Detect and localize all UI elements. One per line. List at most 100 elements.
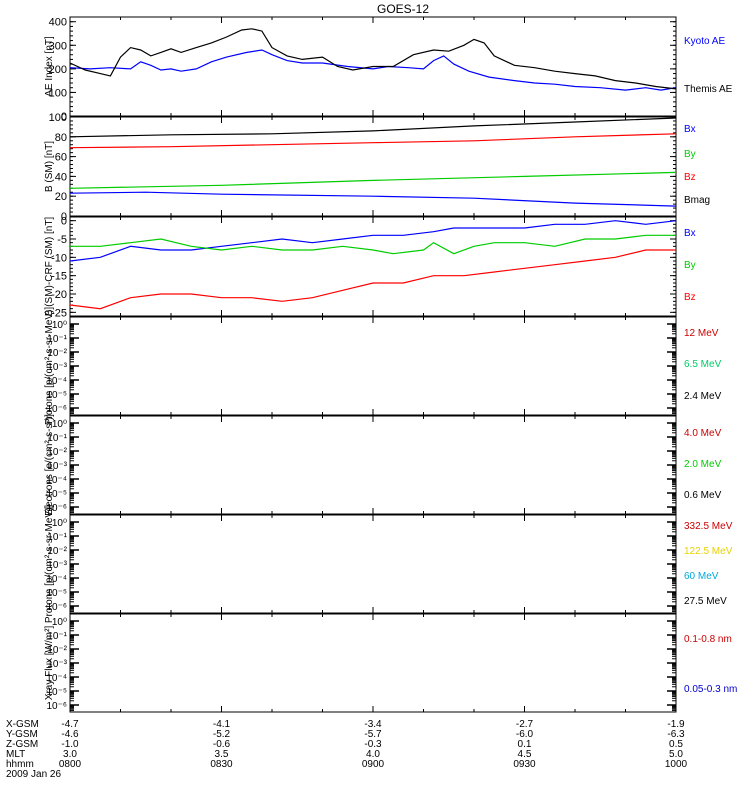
legend-label: 27.5 MeV [684, 596, 727, 607]
y-tick-label: 0 [61, 216, 67, 228]
y-tick-label: -25 [51, 307, 67, 319]
y-tick-label: 200 [49, 64, 67, 76]
chart-title: GOES-12 [377, 2, 429, 16]
x-tick-value: 3.5 [215, 749, 229, 760]
y-tick-label: 10⁻⁵ [46, 489, 67, 500]
legend-label: 6.5 MeV [684, 359, 722, 370]
legend-label: Bz [684, 292, 696, 303]
panel-bsm: 0 20 40 60 80 100 B (SM) [nT] Bx By Bz Bmag [44, 112, 710, 223]
x-tick-value: -1.0 [61, 739, 79, 750]
series-line-bx [69, 220, 677, 262]
y-tick-label: 10⁻² [47, 645, 67, 656]
x-tick-value: -3.4 [364, 719, 382, 730]
y-tick-label: 10⁻³ [47, 362, 67, 373]
y-tick-label: 20 [55, 191, 67, 203]
x-tick-value: 4.5 [518, 749, 532, 760]
y-tick-label: 10⁰ [52, 518, 67, 529]
panel-bsm-crf: 0 -5 -10 -15 -20 -25B (SM)-CRF (SM) [nT] Bx By B… [44, 216, 696, 320]
date-label: 2009 Jan 26 [6, 769, 61, 780]
x-tick-value: -2.7 [516, 719, 534, 730]
x-tick-value: 4.0 [366, 749, 380, 760]
legend-label: 0.05-0.3 nm [684, 684, 737, 695]
y-tick-label: 10⁻² [47, 447, 67, 458]
series-line-bz [69, 249, 676, 310]
y-axis-label: AE Index [nT] [44, 36, 55, 97]
y-tick-label: 10⁻⁵ [46, 588, 67, 599]
y-axis-label: B (SM) [nT] [44, 141, 55, 192]
y-tick-label: 10⁻² [47, 348, 67, 359]
legend-label: Bz [684, 172, 696, 183]
x-tick-value: 0.5 [669, 739, 683, 750]
x-tick-value: -6.3 [667, 729, 685, 740]
legend-label: By [684, 149, 696, 160]
y-tick-label: 10⁰ [52, 419, 67, 430]
y-tick-label: 400 [49, 17, 67, 29]
panel-frame [69, 514, 677, 614]
y-axis-label: Protons [p/(cm²-s-sr-MeV)] [44, 307, 55, 426]
series-line-bx [69, 191, 677, 207]
y-axis-label: Protons [p/(cm²-s-sr-MeV)] [44, 505, 55, 624]
y-tick-label: 10⁻¹ [47, 433, 67, 444]
x-tick-value: 0900 [362, 759, 385, 770]
y-tick-label: 10⁻¹ [47, 334, 67, 345]
x-tick-value: 0830 [210, 759, 233, 770]
x-tick-value: -4.1 [213, 719, 231, 730]
x-tick-value: -5.7 [364, 729, 382, 740]
series-line-bmag [69, 117, 677, 138]
y-tick-label: 40 [55, 171, 67, 183]
x-row-label: Z-GSM [6, 739, 38, 750]
x-tick-value: 0.1 [518, 739, 532, 750]
x-row-label: Y-GSM [6, 729, 38, 740]
panel-frame [69, 316, 677, 416]
x-row-label: hhmm [6, 759, 34, 770]
series-line-kyoto-ae [69, 49, 677, 91]
x-tick-value: -4.7 [61, 719, 79, 730]
y-tick-label: 80 [55, 132, 67, 144]
x-tick-value: -6.0 [516, 729, 534, 740]
y-tick-label: 10⁻⁶ [46, 602, 67, 613]
y-tick-label: -20 [51, 289, 67, 301]
y-tick-label: 0 [61, 111, 67, 123]
y-tick-label: 10⁻⁵ [46, 390, 67, 401]
y-axis-label: B (SM)-CRF (SM) [nT] [44, 217, 55, 317]
y-tick-label: 10⁻⁵ [46, 687, 67, 698]
y-tick-label: 0 [61, 211, 67, 223]
legend-label: 2.0 MeV [684, 459, 722, 470]
legend-label: 0.6 MeV [684, 490, 722, 501]
y-tick-label: -15 [51, 271, 67, 283]
x-tick-value: -0.6 [213, 739, 231, 750]
legend-label: Themis AE [684, 84, 733, 95]
x-tick-value: 1000 [665, 759, 688, 770]
y-tick-label: 10⁻⁴ [46, 673, 67, 684]
y-tick-label: 10⁻² [47, 546, 67, 557]
panel-frame [69, 216, 677, 317]
y-tick-label: 10⁻⁴ [46, 475, 67, 486]
x-tick-value: -5.2 [213, 729, 231, 740]
legend-label: 12 MeV [684, 328, 719, 339]
y-tick-label: -5 [57, 234, 67, 246]
legend-label: Bmag [684, 195, 710, 206]
y-tick-label: 10⁰ [52, 617, 67, 628]
y-tick-label: 10⁻³ [47, 461, 67, 472]
y-tick-label: 10⁻³ [47, 560, 67, 571]
x-row-label: X-GSM [6, 719, 39, 730]
legend-label: 60 MeV [684, 571, 719, 582]
series-line-bz [69, 133, 677, 149]
y-axis-label: Electrons [e/(cm²-s-sr)] [44, 414, 55, 516]
y-tick-label: 10⁰ [52, 320, 67, 331]
y-tick-label: 10⁻⁴ [46, 376, 67, 387]
legend-label: Kyoto AE [684, 36, 725, 47]
y-tick-label: 10⁻⁶ [46, 503, 67, 514]
legend-label: 2.4 MeV [684, 391, 722, 402]
y-tick-label: 100 [49, 112, 67, 124]
legend-label: By [684, 260, 696, 271]
y-tick-label: 10⁻⁶ [46, 701, 67, 712]
x-tick-value: -0.3 [364, 739, 382, 750]
x-tick-value: 0930 [513, 759, 536, 770]
